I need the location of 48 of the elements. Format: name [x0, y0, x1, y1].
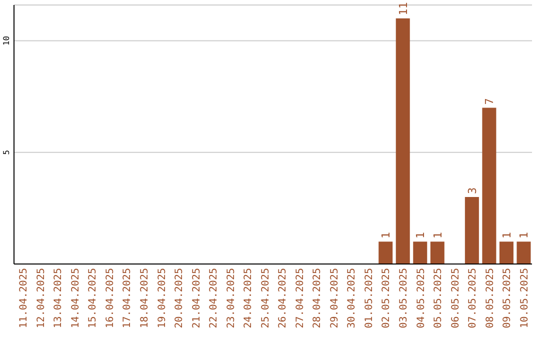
x-tick-label: 12.04.2025: [36, 268, 47, 328]
x-tick-label: 01.05.2025: [364, 268, 375, 328]
x-tick-label: 11.04.2025: [18, 268, 30, 328]
data-label: 7: [483, 98, 496, 105]
x-tick-label: 03.05.2025: [398, 268, 410, 328]
x-tick-label: 15.04.2025: [88, 268, 99, 328]
data-label: 1: [500, 232, 514, 239]
x-tick-label: 17.04.2025: [122, 268, 134, 328]
x-tick-label: 24.04.2025: [243, 268, 254, 328]
bar: [430, 242, 444, 264]
bar: [499, 242, 514, 264]
data-label: 1: [431, 232, 444, 239]
x-tick-label: 05.05.2025: [433, 268, 444, 328]
bar: [378, 242, 393, 264]
x-tick-label: 09.05.2025: [502, 268, 514, 328]
x-tick-label: 27.04.2025: [294, 268, 306, 328]
x-tick-label: 19.04.2025: [156, 268, 168, 328]
x-tick-label: 29.04.2025: [329, 268, 340, 328]
bar: [464, 197, 479, 264]
data-label: 3: [466, 187, 479, 194]
data-label: 11: [396, 2, 410, 16]
x-tick-label: 25.04.2025: [260, 268, 272, 328]
x-tick-label: 07.05.2025: [468, 268, 479, 328]
x-tick-label: 21.04.2025: [191, 268, 202, 328]
x-tick-label: 16.04.2025: [104, 268, 116, 328]
bar: [413, 242, 428, 264]
bar: [396, 18, 410, 264]
y-tick-label: 5: [2, 150, 11, 155]
x-tick-label: 26.04.2025: [278, 268, 289, 328]
x-tick-label: 04.05.2025: [416, 268, 427, 328]
x-tick-label: 23.04.2025: [226, 268, 237, 328]
y-tick-label: 10: [2, 36, 11, 46]
x-tick-label: 28.04.2025: [312, 268, 324, 328]
bar: [516, 242, 531, 264]
x-tick-label: 22.04.2025: [208, 268, 220, 328]
x-tick-label: 13.04.2025: [53, 268, 64, 328]
x-tick-label: 14.04.2025: [70, 268, 82, 328]
x-tick-label: 20.04.2025: [174, 268, 186, 328]
x-tick-label: 10.05.2025: [519, 268, 530, 328]
x-tick-label: 08.05.2025: [484, 268, 496, 328]
bar: [482, 108, 496, 264]
x-tick-label: 06.05.2025: [450, 268, 462, 328]
x-tick-label: 02.05.2025: [381, 268, 392, 328]
x-tick-label: 30.04.2025: [346, 268, 358, 328]
x-tick-label: 18.04.2025: [140, 268, 150, 328]
data-label: 1: [518, 232, 531, 239]
data-label: 1: [414, 232, 428, 239]
data-label: 1: [380, 232, 393, 239]
